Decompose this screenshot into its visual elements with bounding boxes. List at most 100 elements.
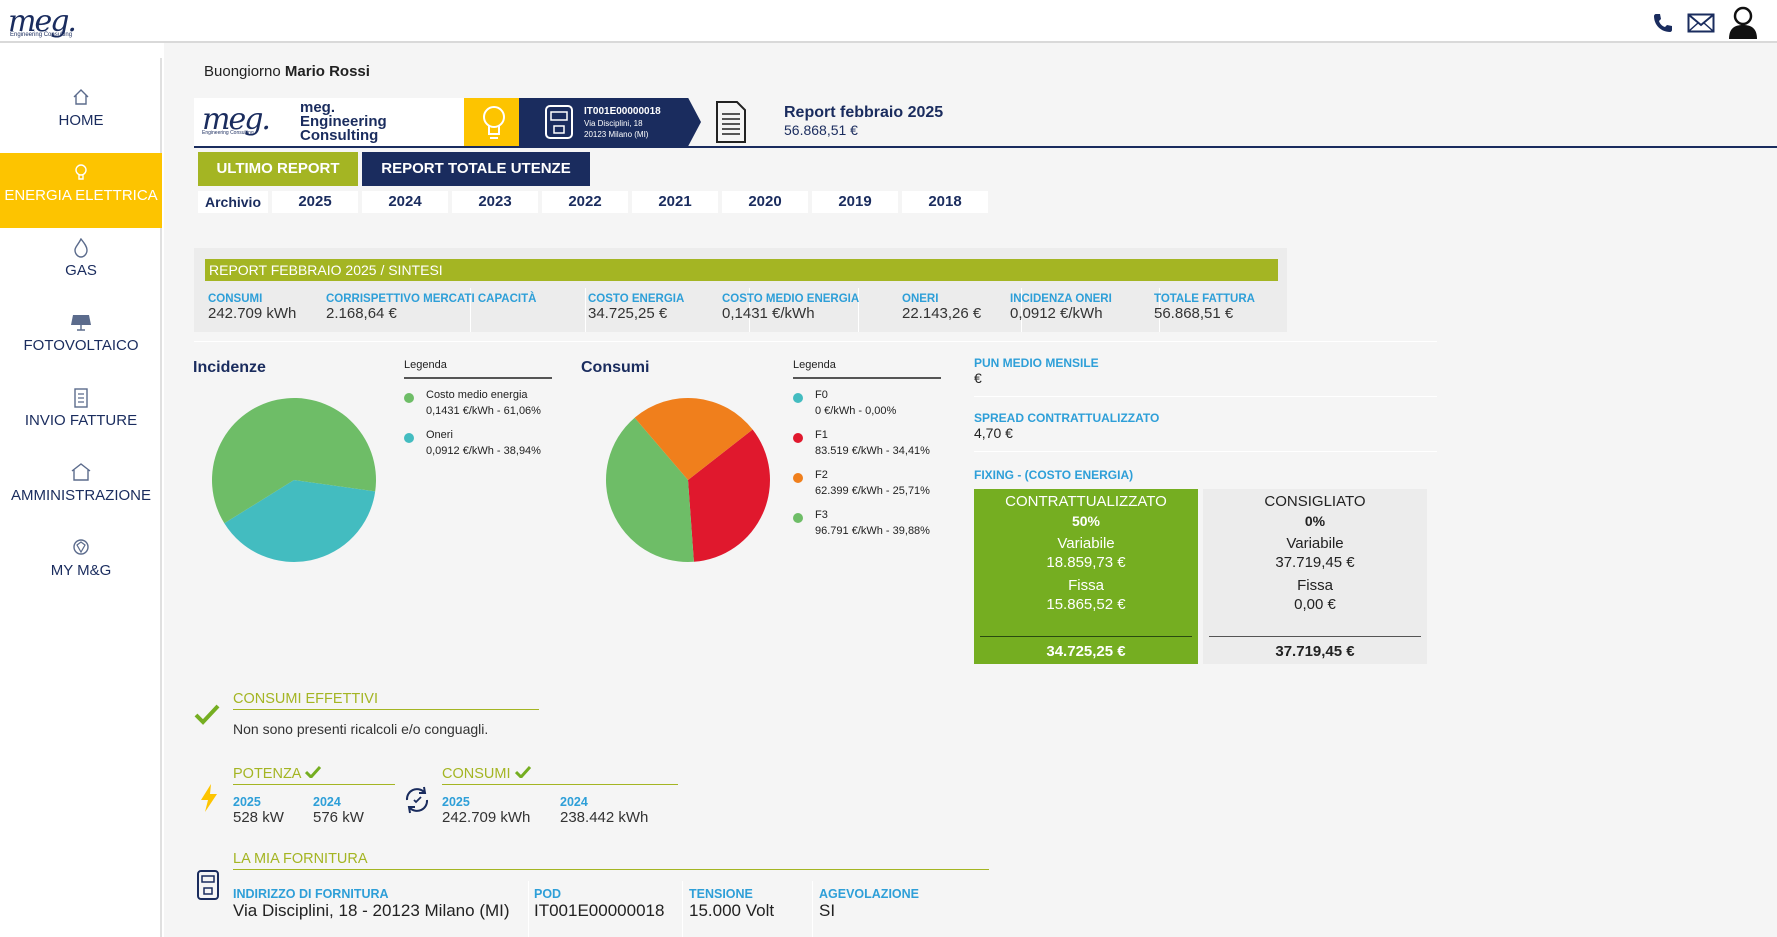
report-summary: Report febbraio 2025 56.868,51 € xyxy=(784,104,943,138)
pod-address: Via Disciplini, 18 20123 Milano (MI) xyxy=(584,118,648,140)
archive-label: Archivio xyxy=(198,191,268,213)
sidebar-item-fotovoltaico[interactable]: FOTOVOLTAICO xyxy=(0,303,162,378)
archive-year[interactable]: 2022 xyxy=(542,191,628,213)
pod-address-line: 20123 Milano (MI) xyxy=(584,130,649,139)
archive-year[interactable]: 2024 xyxy=(362,191,448,213)
supply-address: INDIRIZZO DI FORNITURA Via Disciplini, 1… xyxy=(233,887,510,921)
phone-icon[interactable] xyxy=(1651,11,1675,40)
legend-detail: 83.519 €/kWh - 34,41% xyxy=(815,445,930,457)
fixing-label: FIXING - (COSTO ENERGIA) xyxy=(974,468,1134,482)
supply-address-label: INDIRIZZO DI FORNITURA xyxy=(233,887,389,901)
last-report-button[interactable]: ULTIMO REPORT xyxy=(198,152,358,186)
divider xyxy=(470,288,471,332)
pie-slice-f3[interactable] xyxy=(606,417,694,562)
supply-pod-value: IT001E00000018 xyxy=(534,901,665,920)
home-icon xyxy=(0,88,162,112)
effective-consumption-title: CONSUMI EFFETTIVI xyxy=(233,691,539,710)
spread-label: SPREAD CONTRATTUALIZZATO xyxy=(974,411,1160,425)
pun-block: PUN MEDIO MENSILE € xyxy=(974,356,1099,386)
total-report-button[interactable]: REPORT TOTALE UTENZE xyxy=(362,152,590,186)
consumption-year: 2025 xyxy=(442,795,470,809)
check-icon xyxy=(194,703,220,730)
kpi-label: COSTO ENERGIA xyxy=(588,293,685,305)
gem-icon xyxy=(0,538,162,562)
solar-panel-icon xyxy=(0,313,162,337)
archive-year[interactable]: 2018 xyxy=(902,191,988,213)
card-total: 34.725,25 € xyxy=(980,636,1192,660)
sidebar-item-my-mg[interactable]: MY M&G xyxy=(0,528,162,603)
legend-detail: 62.399 €/kWh - 25,71% xyxy=(815,485,930,497)
legend-detail: 96.791 €/kWh - 39,88% xyxy=(815,525,930,537)
legend-dot xyxy=(404,393,414,403)
pun-label: PUN MEDIO MENSILE xyxy=(974,356,1099,370)
supply-voltage-label: TENSIONE xyxy=(689,887,753,901)
sidebar-item-label: HOME xyxy=(58,112,104,129)
pie-slice-costo-medio-energia[interactable] xyxy=(211,398,376,524)
archive-year[interactable]: 2019 xyxy=(812,191,898,213)
sidebar-item-invio-fatture[interactable]: INVIO FATTURE xyxy=(0,378,162,453)
divider xyxy=(858,288,859,332)
card-var-label: Variabile xyxy=(1057,535,1115,552)
fixing-contracted-card: CONTRATTUALIZZATO 50% Variabile 18.859,7… xyxy=(974,489,1198,664)
pie-slice-f1[interactable] xyxy=(688,429,770,562)
legend-detail: 0,0912 €/kWh - 38,94% xyxy=(426,445,541,457)
flame-icon xyxy=(0,237,162,262)
greeting: Buongiorno Mario Rossi xyxy=(204,63,370,80)
check-icon xyxy=(514,765,531,782)
legend-detail: 0,1431 €/kWh - 61,06% xyxy=(426,405,541,417)
card-title: CONTRATTUALIZZATO xyxy=(1005,493,1167,510)
report-title: Report febbraio 2025 xyxy=(784,104,944,121)
legend-item: Costo medio energia 0,1431 €/kWh - 61,06… xyxy=(404,387,541,419)
divider xyxy=(974,396,1437,397)
card-title: CONSIGLIATO xyxy=(1264,493,1366,510)
card-var-value: 18.859,73 € xyxy=(1046,554,1126,571)
card-var-value: 37.719,45 € xyxy=(1275,554,1355,571)
company-logo-subtitle: Engineering Consulting xyxy=(202,130,254,136)
mail-icon[interactable] xyxy=(1687,12,1715,39)
supply-voltage-value: 15.000 Volt xyxy=(689,901,775,920)
supply-pod: POD IT001E00000018 xyxy=(534,887,664,921)
sidebar-item-energia-elettrica[interactable]: ENERGIA ELETTRICA xyxy=(0,153,162,228)
sidebar-item-amministrazione[interactable]: AMMINISTRAZIONE xyxy=(0,453,162,528)
supply-relief-value: SI xyxy=(819,901,836,920)
pod-block: IT001E00000018 Via Disciplini, 18 20123 … xyxy=(519,98,701,146)
legend-detail: 0 €/kWh - 0,00% xyxy=(815,405,897,417)
effective-consumption-text: Non sono presenti ricalcoli e/o conguagl… xyxy=(233,721,489,737)
archive-year[interactable]: 2025 xyxy=(272,191,358,213)
consumption-2025: 2025 242.709 kWh xyxy=(442,795,530,826)
card-fix-value: 0,00 € xyxy=(1294,596,1336,613)
kpi-value: 2.168,64 € xyxy=(326,305,397,322)
user-icon[interactable] xyxy=(1727,6,1759,45)
company-name-line: meg. xyxy=(300,99,336,116)
consumi-legend-title: Legenda xyxy=(793,359,941,379)
user-name: Mario Rossi xyxy=(284,63,370,80)
app-logo[interactable]: meg. Engineering Consulting xyxy=(8,4,77,39)
sidebar-item-label: MY M&G xyxy=(50,562,112,579)
legend-dot xyxy=(793,473,803,483)
incidenze-chart-title: Incidenze xyxy=(193,359,266,376)
divider xyxy=(974,451,1437,452)
meter-icon xyxy=(545,105,573,139)
legend-dot xyxy=(793,393,803,403)
legend-name: F3 xyxy=(815,509,828,521)
power-value: 576 kW xyxy=(313,809,364,826)
archive-year[interactable]: 2023 xyxy=(452,191,538,213)
archive-year[interactable]: 2021 xyxy=(632,191,718,213)
divider xyxy=(1021,288,1022,332)
check-icon xyxy=(304,765,321,782)
sidebar-item-home[interactable]: HOME xyxy=(0,78,162,153)
card-var-label: Variabile xyxy=(1286,535,1344,552)
divider xyxy=(528,881,529,937)
archive-year[interactable]: 2020 xyxy=(722,191,808,213)
sidebar-item-gas[interactable]: GAS xyxy=(0,228,162,303)
incidenze-legend-title: Legenda xyxy=(404,359,552,379)
kpi-value: 22.143,26 € xyxy=(902,305,982,322)
main-content: Buongiorno Mario Rossi meg. Engineering … xyxy=(164,43,1777,937)
consumption-value: 238.442 kWh xyxy=(560,809,649,826)
kpi-total-invoice: TOTALE FATTURA 56.868,51 € xyxy=(1154,293,1255,322)
consumi-chart-title: Consumi xyxy=(581,359,650,376)
pie-slice-oneri[interactable] xyxy=(224,480,376,562)
legend-item: Oneri 0,0912 €/kWh - 38,94% xyxy=(404,427,541,459)
supply-voltage: TENSIONE 15.000 Volt xyxy=(689,887,774,921)
pie-slice-f2[interactable] xyxy=(634,398,753,480)
